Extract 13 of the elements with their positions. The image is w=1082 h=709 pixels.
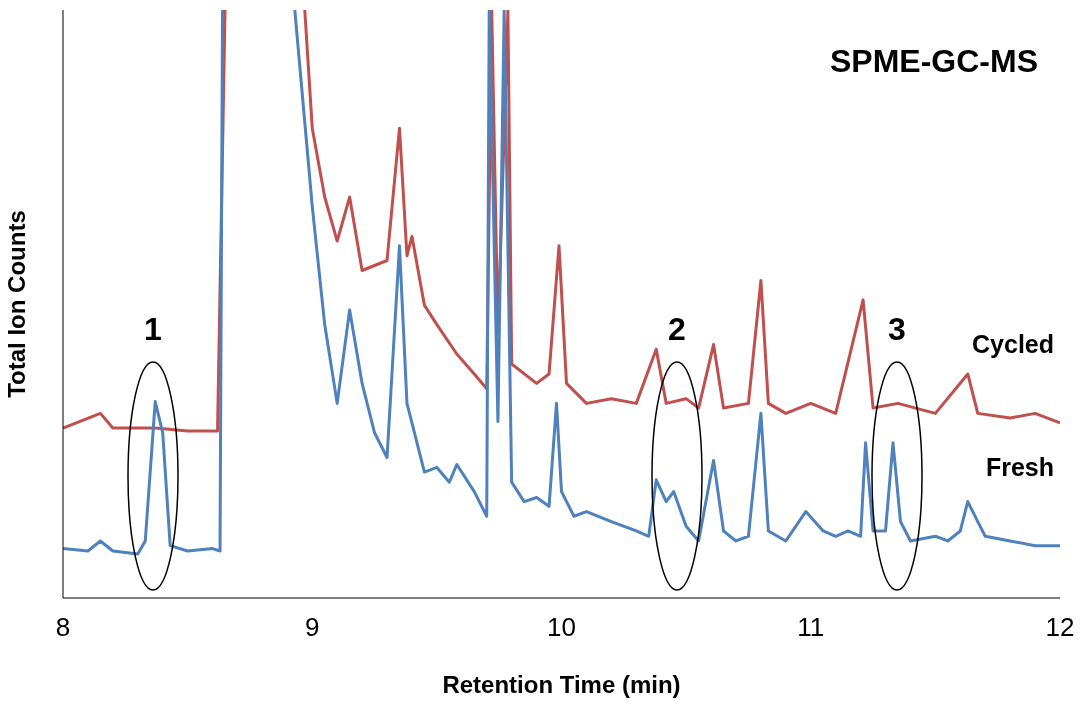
annotation: 3 [888,311,906,347]
annotation: 2 [668,311,686,347]
x-axis-title: Retention Time (min) [442,671,681,698]
x-tick-label: 12 [1045,612,1075,643]
y-axis-title: Total Ion Counts [2,210,30,398]
x-tick-label: 11 [797,612,825,643]
x-tick-label: 9 [305,612,320,643]
text: SPME-GC-MS [830,43,1038,79]
x-tick-label: 10 [547,612,576,643]
series-label: Cycled [972,329,1054,358]
annotation: 1 [144,311,162,347]
series-label: Fresh [985,452,1054,481]
x-tick-label: 8 [55,612,71,643]
